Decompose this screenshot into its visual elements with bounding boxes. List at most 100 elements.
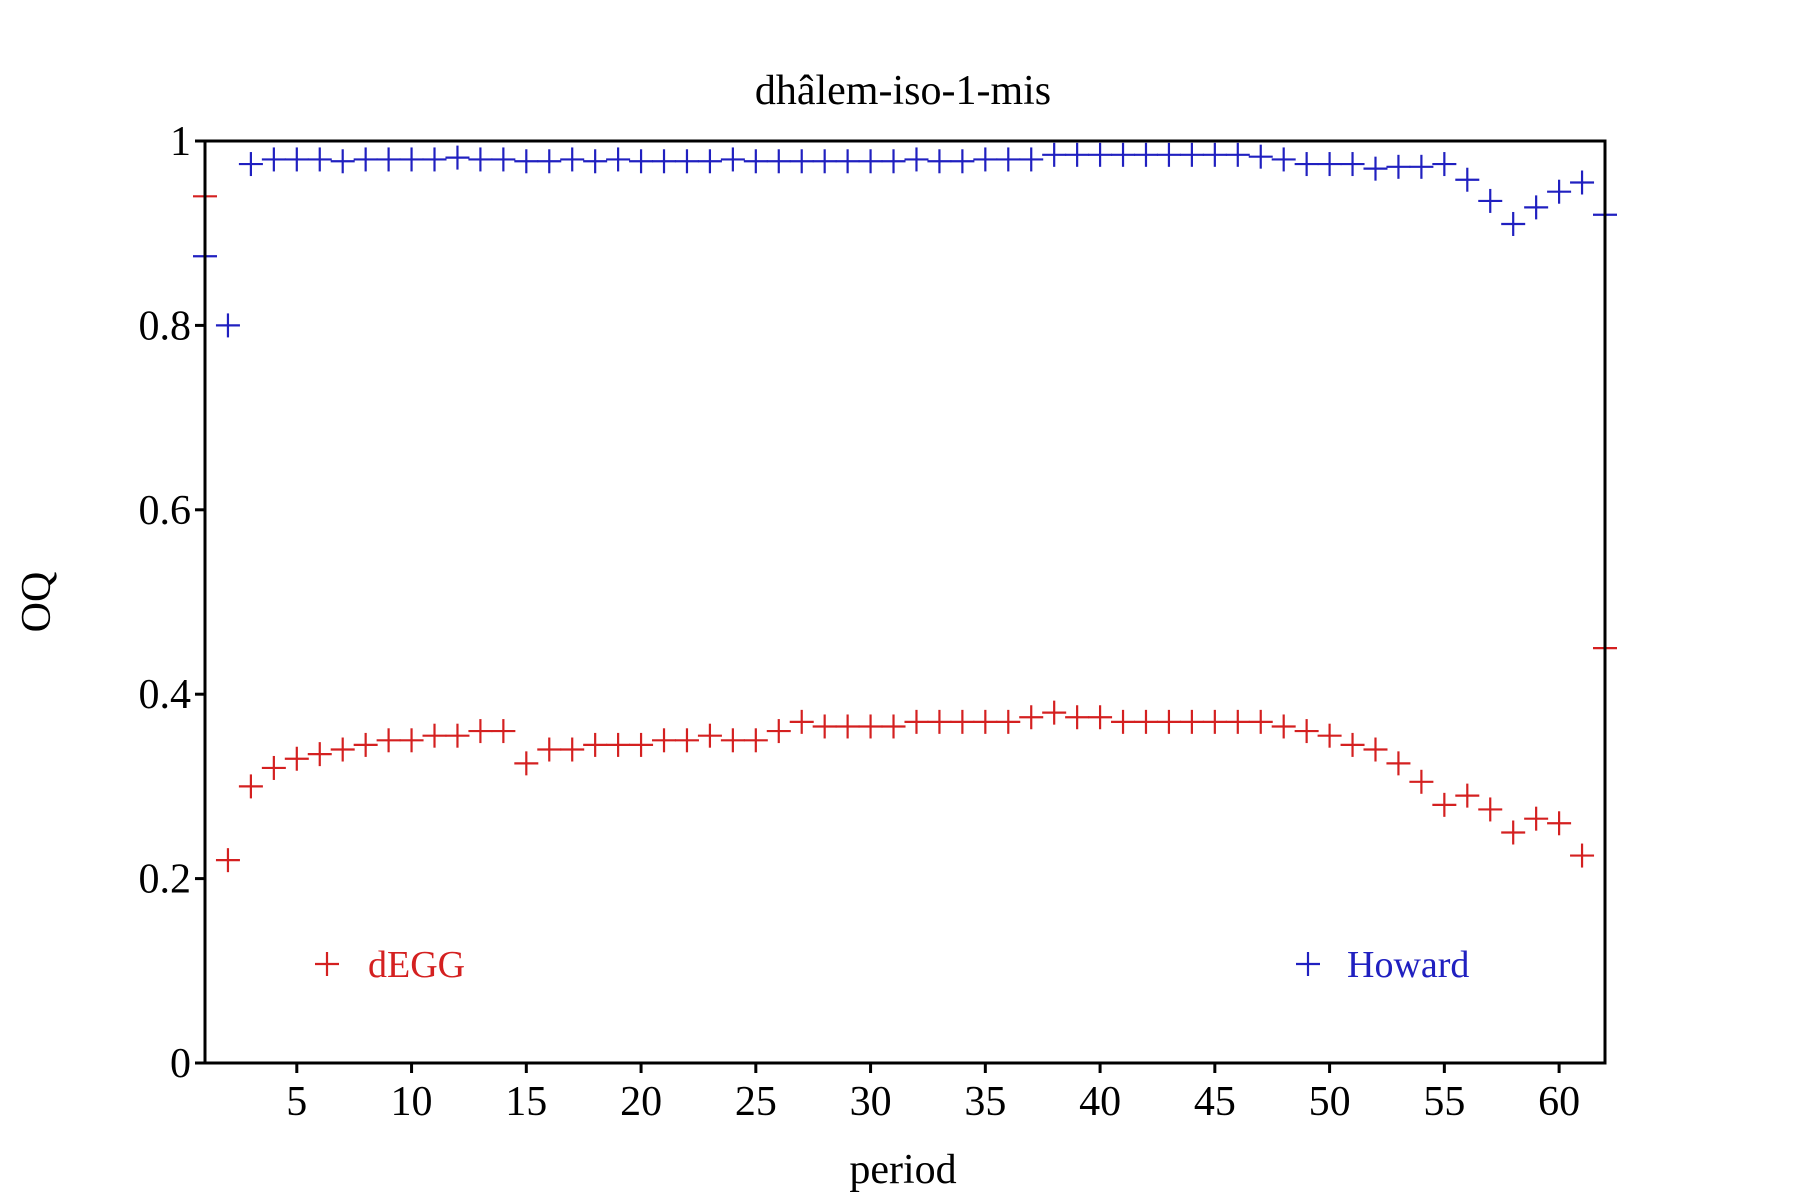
data-point-howard [583,149,608,174]
data-point-howard [697,149,722,174]
data-point-howard [1501,211,1526,236]
data-point-howard [1065,142,1090,167]
data-point-degg [1501,820,1526,845]
series-degg [193,184,1617,873]
y-axis-label: OQ [14,572,60,633]
x-tick-label: 35 [964,1079,1006,1125]
x-tick-label: 30 [850,1079,892,1125]
data-point-howard [376,147,401,172]
data-point-howard [1432,152,1457,177]
legend-howard-label: Howard [1347,944,1469,986]
data-point-howard [1455,167,1480,192]
data-point-howard [1111,142,1136,167]
data-point-howard [1363,156,1388,181]
y-tick-label: 0 [170,1041,191,1087]
x-tick-label: 45 [1194,1079,1236,1125]
data-point-howard [238,152,263,177]
data-point-howard [560,147,585,172]
data-point-degg [445,723,470,748]
data-point-degg [1524,806,1549,831]
data-point-howard [1547,179,1572,204]
legend-degg-marker [315,952,339,976]
x-axis-ticks: 5 10 15 20 25 30 35 40 45 50 55 60 [286,1063,1580,1125]
x-tick-label: 15 [505,1079,547,1125]
data-point-degg [720,728,745,753]
data-point-degg [1340,732,1365,757]
data-point-degg [812,714,837,739]
data-point-degg [1156,709,1181,734]
data-point-degg [1225,709,1250,734]
data-point-howard [996,147,1021,172]
data-point-howard [881,149,906,174]
legend-degg: dEGG [315,944,465,986]
legend-degg-label: dEGG [368,944,465,986]
data-point-degg [1179,709,1204,734]
data-point-howard [491,147,516,172]
data-point-degg [1294,719,1319,744]
data-point-degg [1432,792,1457,817]
data-point-howard [261,147,286,172]
data-point-degg [491,719,516,744]
data-point-howard [629,149,654,174]
data-point-howard [789,149,814,174]
data-point-degg [1570,843,1595,868]
data-point-howard [422,147,447,172]
data-point-degg [307,742,332,767]
data-point-degg [215,848,240,873]
data-point-degg [1455,783,1480,808]
data-point-degg [583,732,608,757]
x-axis-label: period [849,1147,956,1193]
data-point-degg [766,719,791,744]
data-point-howard [1409,154,1434,179]
data-point-howard [353,147,378,172]
data-point-howard [1202,142,1227,167]
data-point-howard [606,147,631,172]
data-point-degg [399,728,424,753]
data-point-degg [743,728,768,753]
data-point-degg [468,719,493,744]
y-tick-label: 0.6 [139,488,192,534]
data-point-degg [560,737,585,762]
data-point-howard [835,149,860,174]
data-point-howard [1524,195,1549,220]
data-point-howard [1042,142,1067,167]
data-point-howard [858,149,883,174]
y-tick-label: 1 [170,119,191,165]
data-point-howard [1088,142,1113,167]
x-tick-label: 55 [1423,1079,1465,1125]
data-point-degg [927,709,952,734]
data-point-degg [1409,769,1434,794]
data-point-howard [812,149,837,174]
data-point-degg [858,714,883,739]
data-point-degg [514,751,539,776]
y-tick-label: 0.4 [139,672,192,718]
chart-title: dhâlem-iso-1-mis [755,68,1051,114]
data-point-degg [1363,737,1388,762]
x-tick-label: 25 [735,1079,777,1125]
y-tick-label: 0.8 [139,303,192,349]
data-point-degg [1111,709,1136,734]
data-point-howard [514,149,539,174]
data-point-degg [261,755,286,780]
legend-howard-marker [1296,952,1320,976]
data-point-degg [1088,705,1113,730]
legend-degg-plus [315,952,339,976]
data-point-degg [1248,709,1273,734]
data-point-howard [652,149,677,174]
data-point-degg [789,709,814,734]
x-tick-label: 60 [1538,1079,1580,1125]
data-point-howard [330,149,355,174]
data-point-howard [950,149,975,174]
plot-frame [203,139,1607,1065]
data-point-degg [606,732,631,757]
data-point-howard [284,147,309,172]
x-tick-label: 10 [391,1079,433,1125]
legend-howard: Howard [1296,944,1469,986]
data-point-howard [307,147,332,172]
data-point-howard [766,149,791,174]
data-point-degg [1202,709,1227,734]
data-point-degg [1133,709,1158,734]
data-point-degg [1271,714,1296,739]
data-point-degg [353,732,378,757]
